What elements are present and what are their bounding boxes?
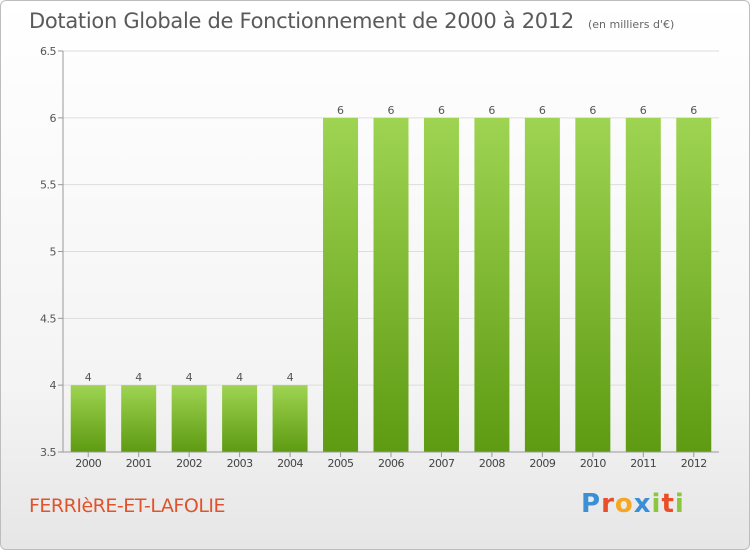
bar (171, 385, 207, 452)
logo-letter: i (651, 489, 662, 519)
bar (676, 117, 712, 452)
bars: 4 4 4 4 4 6 6 6 6 6 6 6 6 (70, 104, 712, 452)
x-tick-label: 2007 (428, 457, 454, 470)
bar (373, 117, 409, 452)
bar (70, 385, 106, 452)
x-tick-label: 2009 (529, 457, 555, 470)
x-tick-label: 2002 (176, 457, 202, 470)
bar-value-label: 6 (488, 104, 495, 117)
unit-label: (en milliers d'€) (587, 18, 675, 31)
bar-value-label: 6 (690, 104, 697, 117)
bar (423, 117, 459, 452)
axes: 3.5 4 4.5 5 5.5 6 6.5 2000 2001 2002 2003 2004 2005 2… (40, 45, 719, 470)
x-tick-label: 2008 (479, 457, 505, 470)
bar-value-label: 6 (640, 104, 647, 117)
bar-value-label: 4 (85, 371, 92, 384)
bar (272, 385, 308, 452)
bar-value-label: 6 (337, 104, 344, 117)
bar-value-label: 4 (135, 371, 142, 384)
bar (575, 117, 611, 452)
x-tick-label: 2000 (75, 457, 101, 470)
bar (474, 117, 510, 452)
logo-letter: o (614, 489, 634, 519)
x-tick-label: 2001 (126, 457, 152, 470)
logo-letter: P (581, 489, 602, 519)
y-tick-label: 3.5 (40, 446, 56, 459)
bar-value-label: 4 (287, 371, 294, 384)
logo-letter: i (674, 489, 685, 519)
bar (222, 385, 258, 452)
bar (625, 117, 661, 452)
bar-value-label: 6 (539, 104, 546, 117)
x-tick-label: 2011 (630, 457, 656, 470)
y-tick-label: 6.5 (40, 45, 56, 58)
y-tick-label: 5.5 (40, 179, 56, 192)
bar (323, 117, 359, 452)
title-text: Dotation Globale de Fonctionnement de 20… (29, 9, 574, 33)
logo-letter: t (661, 489, 675, 519)
x-tick-label: 2004 (277, 457, 303, 470)
x-tick-label: 2006 (378, 457, 404, 470)
x-tick-label: 2005 (328, 457, 354, 470)
logo-letter: r (601, 489, 615, 519)
y-tick-label: 4.5 (40, 312, 56, 325)
x-tick-label: 2010 (580, 457, 606, 470)
y-tick-label: 6 (50, 112, 57, 125)
x-tick-label: 2003 (227, 457, 253, 470)
bar-value-label: 6 (589, 104, 596, 117)
bar (524, 117, 560, 452)
bar-value-label: 4 (186, 371, 193, 384)
bar-value-label: 4 (236, 371, 243, 384)
commune-name: FERRIèRE-ET-LAFOLIE (29, 495, 226, 517)
bar (121, 385, 157, 452)
chart-title: Dotation Globale de Fonctionnement de 20… (29, 9, 674, 33)
x-tick-label: 2012 (681, 457, 707, 470)
y-tick-label: 4 (50, 379, 57, 392)
bar-value-label: 6 (438, 104, 445, 117)
proxiti-logo: Proxiti (581, 489, 685, 519)
logo-letter: x (633, 489, 652, 519)
bar-value-label: 6 (388, 104, 395, 117)
y-tick-label: 5 (50, 246, 57, 259)
